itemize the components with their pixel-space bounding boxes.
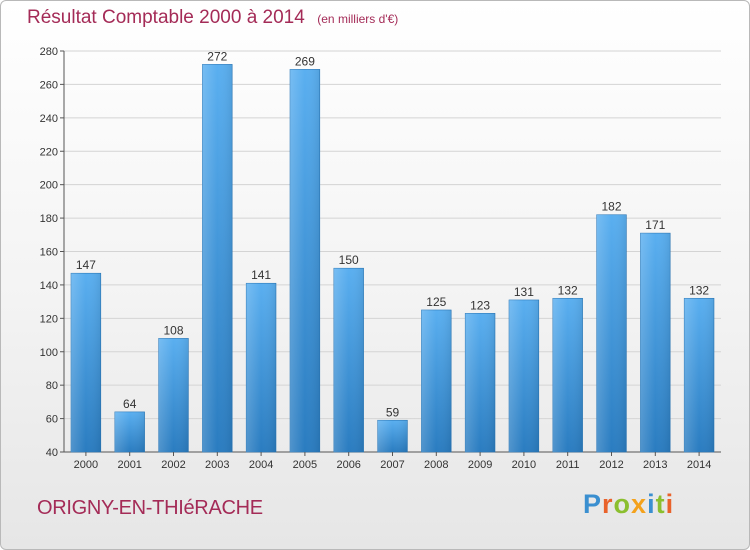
x-tick-label: 2005 (293, 459, 317, 471)
bar-shine (158, 338, 189, 452)
chart-subtitle: (en milliers d'€) (317, 12, 399, 26)
bar-shine (596, 214, 627, 452)
y-tick-label: 240 (40, 113, 58, 125)
bar-shine (640, 233, 671, 452)
chart-title: Résultat Comptable 2000 à 2014 (27, 7, 305, 28)
logo-letter: t (655, 489, 666, 519)
data-label: 147 (76, 258, 96, 272)
data-label: 64 (123, 397, 137, 411)
logo-letter: o (613, 489, 632, 519)
bar-shine (377, 420, 408, 452)
x-tick-label: 2007 (380, 459, 404, 471)
data-label: 125 (426, 295, 446, 309)
bar-shine (465, 313, 495, 452)
y-tick-label: 260 (40, 79, 58, 91)
x-tick-label: 2012 (599, 459, 623, 471)
data-label: 132 (558, 283, 578, 297)
x-tick-label: 2014 (687, 459, 711, 471)
x-tick-label: 2004 (249, 459, 273, 471)
logo-letter: P (583, 489, 603, 519)
x-tick-label: 2001 (117, 459, 141, 471)
logo-letter: i (647, 489, 656, 519)
bar-shine (71, 273, 101, 452)
data-label: 171 (645, 218, 665, 232)
y-tick-label: 180 (40, 213, 58, 225)
y-tick-label: 220 (40, 146, 58, 158)
y-tick-label: 160 (40, 247, 58, 259)
y-tick-label: 200 (40, 180, 58, 192)
proxiti-logo: Proxiti (583, 489, 674, 520)
bar-shine (333, 268, 364, 452)
data-label: 131 (514, 285, 534, 299)
data-label: 182 (601, 200, 621, 214)
logo-letter: x (631, 489, 648, 519)
x-tick-label: 2010 (512, 459, 536, 471)
title-row: Résultat Comptable 2000 à 2014 (en milli… (27, 7, 398, 29)
x-tick-label: 2002 (161, 459, 185, 471)
y-tick-label: 140 (40, 280, 58, 292)
data-label: 108 (163, 323, 183, 337)
bar-shine (202, 64, 233, 452)
logo-letter: i (665, 489, 675, 519)
data-label: 272 (207, 49, 227, 63)
y-tick-label: 280 (40, 46, 58, 58)
y-tick-label: 100 (40, 347, 58, 359)
x-tick-label: 2013 (643, 459, 667, 471)
town-name: ORIGNY-EN-THIéRACHE (37, 497, 263, 519)
x-tick-label: 2006 (336, 459, 360, 471)
x-tick-label: 2009 (468, 459, 492, 471)
bar-shine (552, 298, 583, 452)
data-label: 269 (295, 54, 315, 68)
x-tick-label: 2003 (205, 459, 229, 471)
data-label: 141 (251, 268, 271, 282)
bar-shine (246, 283, 276, 452)
x-tick-label: 2011 (556, 459, 580, 471)
y-tick-label: 80 (46, 380, 58, 392)
x-tick-label: 2000 (74, 459, 98, 471)
logo-letter: r (602, 489, 614, 519)
data-label: 123 (470, 298, 490, 312)
bar-shine (509, 299, 539, 452)
bar-shine (114, 411, 145, 452)
y-tick-label: 40 (46, 447, 58, 459)
x-tick-label: 2008 (424, 459, 448, 471)
bar-shine (684, 298, 714, 452)
y-tick-label: 120 (40, 313, 58, 325)
data-label: 132 (689, 283, 709, 297)
data-label: 150 (339, 253, 359, 267)
bar-shine (290, 69, 320, 453)
bar-shine (421, 309, 452, 452)
y-tick-label: 60 (46, 414, 58, 426)
data-label: 59 (386, 405, 400, 419)
